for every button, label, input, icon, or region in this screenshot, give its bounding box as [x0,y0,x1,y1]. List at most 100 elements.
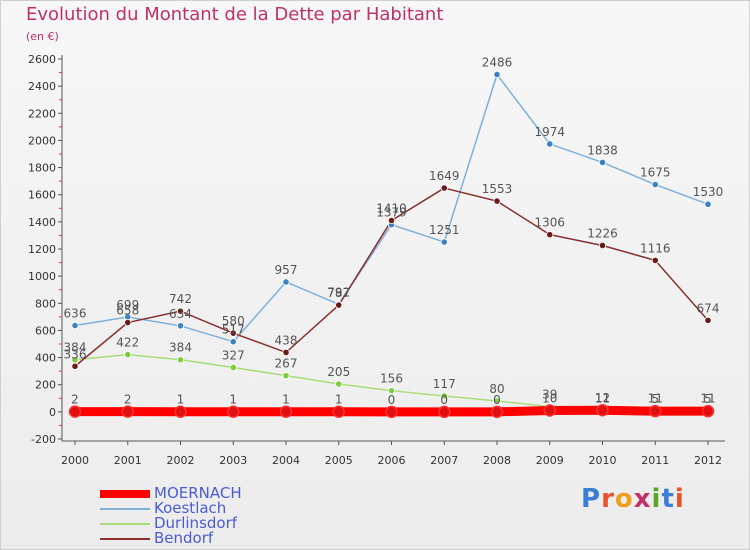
y-tick-label: 1000 [28,270,56,283]
data-label-durlinsdorf: 117 [433,377,456,391]
data-label-koestlach: 699 [116,298,139,312]
x-tick-label: 2000 [61,454,89,467]
legend-item-moernach: MOERNACH [100,486,242,501]
data-label-durlinsdorf: 384 [169,341,192,355]
data-label-durlinsdorf: 11 [648,391,663,405]
data-label-durlinsdorf: 422 [116,336,139,350]
data-label-durlinsdorf: 267 [275,357,298,371]
y-tick-label: 1600 [28,189,56,202]
y-tick-label: -200 [31,433,56,446]
data-point-koestlach [229,338,237,346]
legend-swatch [100,522,150,525]
data-point-moernach [385,405,398,419]
legend-label: Bendorf [154,529,214,547]
legend-item-bendorf: Bendorf [100,531,242,546]
data-point-bendorf [124,318,132,327]
data-point-durlinsdorf [440,392,448,400]
data-label-bendorf: 674 [697,301,720,315]
data-label-bendorf: 742 [169,292,192,306]
x-tick-label: 2005 [325,454,353,467]
data-label-bendorf: 580 [222,314,245,328]
y-tick-label: 800 [35,297,56,310]
data-label-bendorf: 438 [275,333,298,347]
x-tick-label: 2010 [589,454,617,467]
y-tick-label: 600 [35,324,56,337]
x-tick-label: 2011 [641,454,669,467]
data-label-moernach: 1 [229,393,237,407]
legend-label: Durlinsdorf [154,514,238,532]
chart-subtitle: (en €) [26,30,59,43]
data-point-moernach [174,405,187,418]
data-point-bendorf [651,256,659,264]
data-label-moernach: 10 [542,392,557,406]
x-tick-label: 2006 [378,454,406,467]
data-point-durlinsdorf [124,350,132,359]
y-tick-label: 2000 [28,134,56,147]
y-tick-label: 2600 [28,53,56,66]
data-label-koestlach: 1379 [376,206,407,220]
data-label-durlinsdorf: 11 [700,391,715,405]
data-label-moernach: 1 [335,393,343,407]
data-label-koestlach: 517 [222,323,245,337]
x-tick-label: 2012 [694,454,722,467]
legend-swatch [100,507,150,510]
logo-letter: P [581,484,602,514]
data-label-koestlach: 1974 [534,125,565,139]
data-point-moernach [121,405,134,418]
data-point-durlinsdorf [176,356,185,364]
y-tick-label: 2200 [28,107,56,120]
data-point-moernach [68,405,82,418]
x-tick-label: 2009 [536,454,564,467]
logo-letter: o [614,484,634,514]
data-label-bendorf: 787 [327,286,350,300]
data-label-bendorf: 1410 [376,202,407,216]
x-tick-label: 2003 [219,454,247,467]
data-label-koestlach: 634 [169,307,192,321]
data-label-bendorf: 1649 [429,169,460,183]
data-point-moernach [332,405,345,418]
data-point-bendorf [387,216,396,225]
data-label-koestlach: 1251 [429,223,460,237]
data-label-koestlach: 1675 [640,166,671,180]
data-point-moernach [279,405,293,418]
data-label-bendorf: 1306 [534,216,565,230]
legend-swatch [100,489,150,498]
data-label-moernach: 1 [177,393,185,407]
data-point-bendorf [71,362,79,370]
data-point-bendorf [282,348,290,357]
data-point-moernach [596,403,609,417]
data-point-koestlach [176,322,185,330]
x-tick-label: 2002 [167,454,195,467]
legend-label: MOERNACH [154,484,242,502]
data-label-durlinsdorf: 80 [489,382,504,396]
x-tick-label: 2004 [272,454,300,467]
x-tick-label: 2008 [483,454,511,467]
logo-letter: i [674,484,685,514]
data-point-koestlach [71,321,79,330]
data-label-koestlach: 1838 [587,143,618,157]
chart-legend: MOERNACH Koestlach Durlinsdorf Bendorf [100,486,242,546]
y-tick-label: 1800 [28,162,56,175]
data-point-koestlach [440,238,448,246]
data-point-bendorf [546,231,554,239]
logo-letter: i [651,484,662,514]
x-tick-label: 2007 [430,454,458,467]
chart-title: Evolution du Montant de la Dette par Hab… [26,4,444,25]
data-label-bendorf: 1116 [640,241,671,255]
data-point-bendorf [598,241,607,250]
data-point-moernach [543,404,556,417]
data-label-moernach: 0 [388,393,396,407]
legend-item-durlinsdorf: Durlinsdorf [100,516,242,531]
data-point-moernach [438,405,451,419]
legend-label: Koestlach [154,499,227,517]
data-label-durlinsdorf: 156 [380,372,403,386]
data-point-durlinsdorf [387,387,396,395]
data-point-bendorf [704,316,712,324]
data-point-koestlach [546,140,554,148]
data-label-moernach: 0 [440,393,448,407]
data-label-moernach: 1 [282,393,290,407]
data-label-durlinsdorf: 11 [595,391,610,405]
logo-letter: t [661,484,675,514]
